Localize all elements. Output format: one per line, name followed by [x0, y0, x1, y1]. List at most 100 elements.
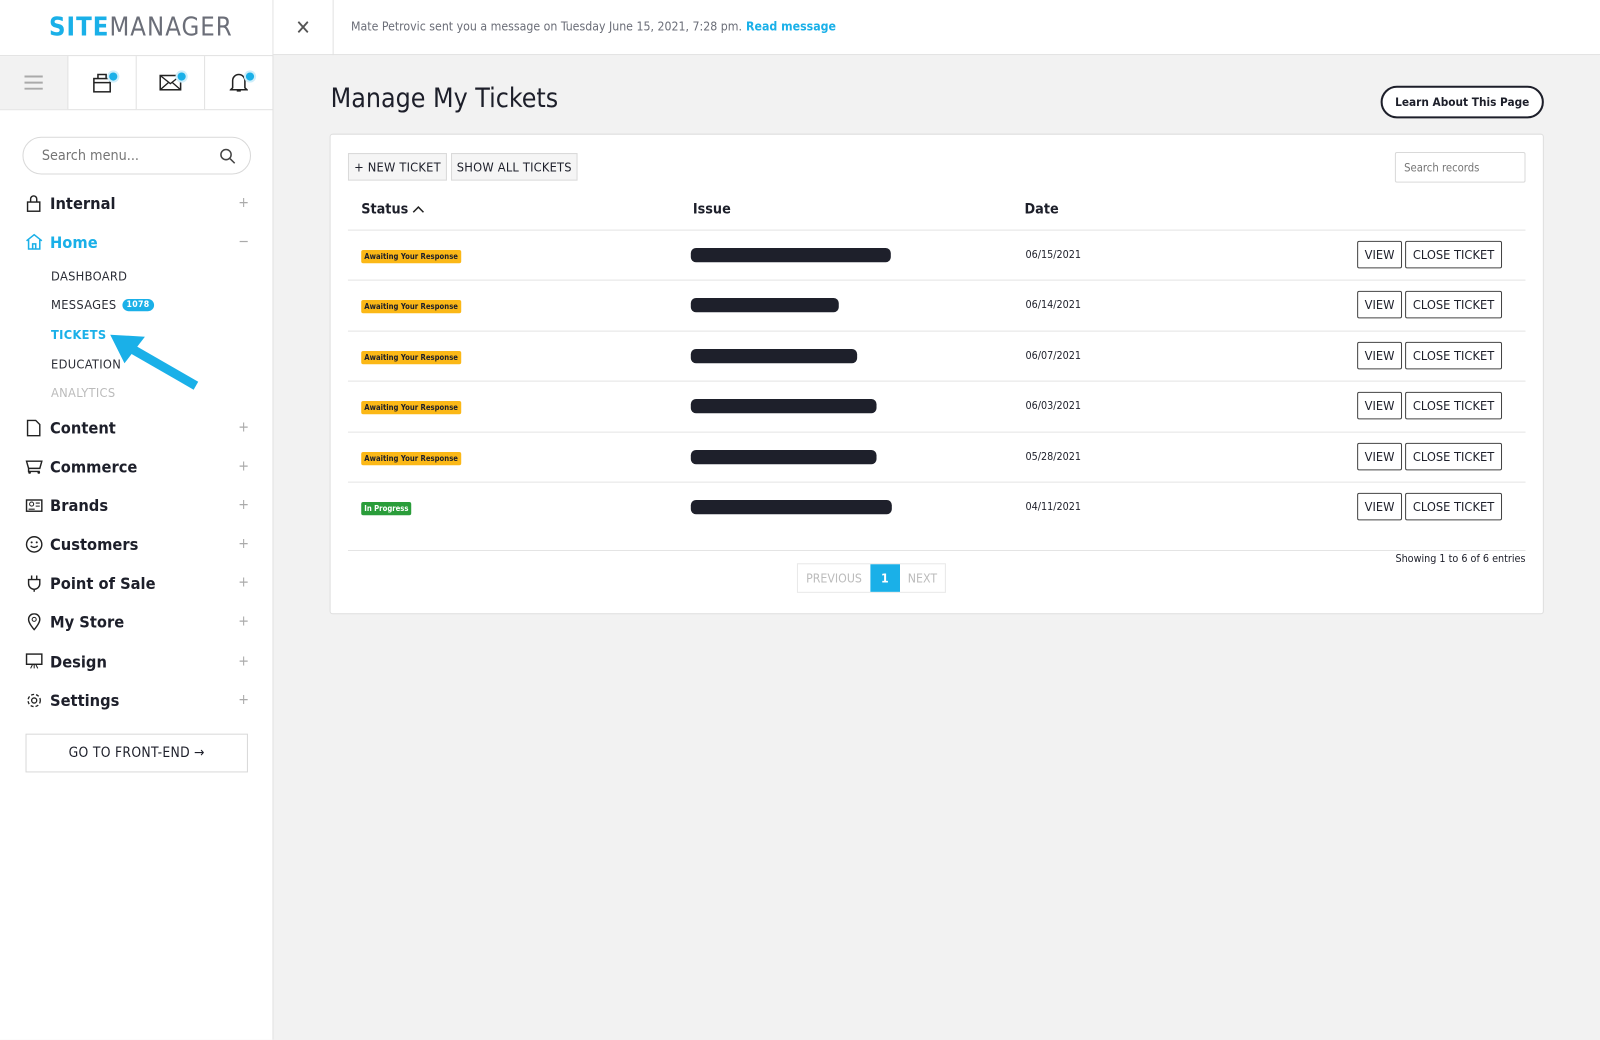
messages-count-badge: 1078: [122, 298, 154, 312]
redacted-issue: [690, 449, 877, 465]
notification-dot: [177, 72, 186, 81]
table-row: In Progress 04/11/2021 VIEW CLOSE TICKET: [347, 481, 1526, 533]
status-badge: Awaiting Your Response: [361, 401, 462, 415]
view-button[interactable]: VIEW: [1357, 240, 1403, 269]
search-records-input[interactable]: [1394, 152, 1526, 183]
status-badge: Awaiting Your Response: [361, 299, 462, 314]
sidebar-item-customers[interactable]: Customers +: [24, 529, 249, 560]
redacted-issue: [690, 247, 891, 263]
redacted-issue: [690, 297, 839, 313]
view-button[interactable]: VIEW: [1357, 290, 1403, 319]
ticket-date: 06/15/2021: [1025, 248, 1082, 262]
sidebar-item-brands[interactable]: Brands +: [24, 490, 249, 521]
bag-icon: [93, 73, 111, 93]
search-icon[interactable]: [219, 147, 236, 164]
top-bar: [273, 0, 1600, 56]
close-ticket-button[interactable]: CLOSE TICKET: [1405, 240, 1503, 269]
table-row: Awaiting Your Response 06/14/2021 VIEW C…: [347, 279, 1526, 331]
menu-button[interactable]: [0, 56, 69, 110]
smiley-icon: [24, 535, 43, 553]
status-badge: Awaiting Your Response: [361, 351, 462, 365]
status-badge: Awaiting Your Response: [361, 452, 462, 466]
date-column-header[interactable]: Date: [1024, 201, 1059, 218]
close-ticket-button[interactable]: CLOSE TICKET: [1405, 492, 1503, 521]
sidebar: SITEMANAGER Internal+ Home− DASHBOARD ME…: [0, 0, 274, 1040]
view-button[interactable]: VIEW: [1357, 341, 1403, 370]
close-ticket-button[interactable]: CLOSE TICKET: [1405, 442, 1503, 471]
status-column-header[interactable]: Status: [361, 201, 425, 217]
id-card-icon: [24, 496, 43, 514]
tickets-card: [329, 133, 1544, 615]
sidebar-subitem-tickets[interactable]: TICKETS: [51, 326, 107, 342]
sidebar-item-settings[interactable]: Settings +: [24, 685, 249, 716]
page-1-button[interactable]: 1: [870, 564, 900, 592]
menu-search[interactable]: [22, 136, 252, 175]
view-button[interactable]: VIEW: [1357, 442, 1403, 471]
bell-icon: [229, 73, 248, 92]
logo[interactable]: SITEMANAGER: [48, 12, 233, 42]
notification-message: Mate Petrovic sent you a message on Tues…: [351, 19, 837, 34]
new-ticket-button[interactable]: + NEW TICKET: [347, 153, 447, 181]
icon-bar: [0, 55, 274, 111]
envelope-icon: [159, 74, 182, 91]
menu-search-input[interactable]: [41, 147, 206, 164]
show-all-tickets-button[interactable]: SHOW ALL TICKETS: [451, 153, 578, 181]
redacted-issue: [690, 499, 892, 515]
view-button[interactable]: VIEW: [1357, 391, 1403, 420]
ticket-date: 06/07/2021: [1025, 349, 1082, 363]
notifications-button[interactable]: [205, 56, 274, 110]
ticket-date: 06/14/2021: [1025, 298, 1082, 312]
go-to-front-end-button[interactable]: GO TO FRONT-END →: [25, 733, 248, 773]
sidebar-subitem-messages[interactable]: MESSAGES 1078: [51, 297, 154, 312]
map-pin-icon: [24, 612, 42, 631]
store-button[interactable]: [68, 56, 137, 110]
page-title: Manage My Tickets: [330, 83, 559, 115]
close-notification-button[interactable]: ✕: [273, 0, 334, 56]
read-message-link[interactable]: Read message: [746, 19, 837, 34]
ticket-date: 05/28/2021: [1025, 451, 1082, 464]
next-page-button[interactable]: NEXT: [907, 570, 938, 586]
home-icon: [24, 233, 42, 251]
ticket-date: 04/11/2021: [1025, 501, 1082, 514]
notification-dot: [109, 72, 118, 81]
sidebar-subitem-education[interactable]: EDUCATION: [51, 356, 122, 372]
sort-ascending-icon: [413, 206, 425, 213]
sidebar-item-internal[interactable]: Internal +: [24, 188, 249, 219]
sidebar-subitem-analytics[interactable]: ANALYTICS: [51, 384, 116, 400]
issue-column-header[interactable]: Issue: [692, 201, 731, 218]
sidebar-item-content[interactable]: Content +: [24, 412, 249, 443]
table-row: Awaiting Your Response 06/15/2021 VIEW C…: [347, 229, 1526, 281]
sidebar-item-design[interactable]: Design +: [24, 646, 249, 677]
close-icon[interactable]: ✕: [295, 15, 311, 40]
messages-button[interactable]: [137, 56, 206, 110]
close-ticket-button[interactable]: CLOSE TICKET: [1405, 391, 1503, 420]
arrow-annotation-icon: [110, 334, 199, 390]
redacted-issue: [690, 348, 858, 364]
file-icon: [24, 418, 42, 436]
notification-dot: [245, 72, 255, 81]
pagination: PREVIOUS 1 NEXT: [796, 563, 947, 593]
close-ticket-button[interactable]: CLOSE TICKET: [1405, 290, 1503, 319]
redacted-issue: [690, 398, 877, 414]
view-button[interactable]: VIEW: [1357, 492, 1403, 521]
table-bottom-divider: [347, 549, 1526, 552]
sidebar-subitem-dashboard[interactable]: DASHBOARD: [51, 268, 128, 284]
previous-page-button[interactable]: PREVIOUS: [806, 570, 862, 586]
gear-icon: [24, 691, 42, 709]
table-row: Awaiting Your Response 05/28/2021 VIEW C…: [347, 431, 1526, 483]
ticket-date: 06/03/2021: [1025, 399, 1082, 413]
lock-icon: [24, 194, 42, 212]
learn-about-page-button[interactable]: Learn About This Page: [1380, 85, 1544, 119]
monitor-icon: [24, 652, 43, 670]
status-badge: In Progress: [361, 502, 412, 516]
table-row: Awaiting Your Response 06/07/2021 VIEW C…: [347, 330, 1526, 382]
sidebar-item-commerce[interactable]: Commerce +: [24, 451, 249, 482]
plug-icon: [24, 573, 42, 592]
close-ticket-button[interactable]: CLOSE TICKET: [1405, 341, 1503, 370]
cart-icon: [24, 457, 43, 475]
sidebar-item-point-of-sale[interactable]: Point of Sale +: [24, 567, 249, 598]
sidebar-item-home[interactable]: Home −: [24, 227, 249, 258]
hamburger-icon: [24, 75, 43, 90]
entries-info: Showing 1 to 6 of 6 entries: [1395, 553, 1526, 566]
sidebar-item-my-store[interactable]: My Store +: [24, 606, 249, 637]
